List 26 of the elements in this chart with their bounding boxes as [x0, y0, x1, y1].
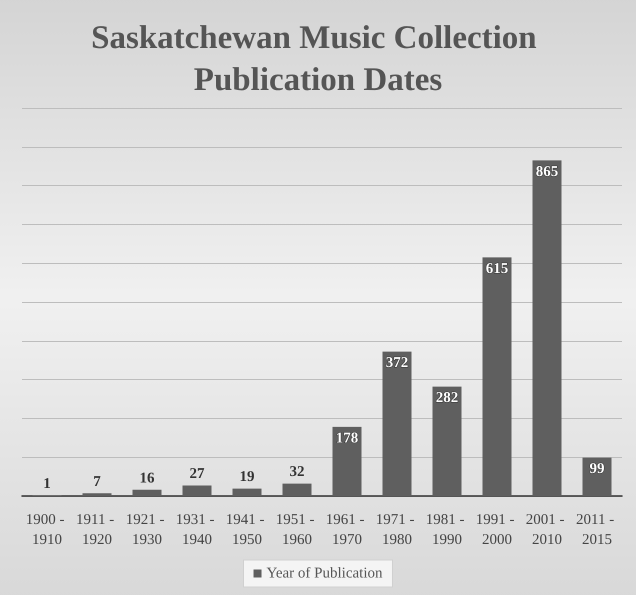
x-tick-label: 1981 - 1990 — [426, 512, 468, 548]
x-tick-label: 1941 - 1950 — [226, 512, 268, 548]
data-label: 16 — [140, 470, 155, 486]
x-tick-label: 1961 - 1970 — [326, 512, 368, 548]
data-label: 7 — [93, 474, 102, 490]
x-tick-label: 1971 - 1980 — [376, 512, 418, 548]
data-label: 865 — [536, 164, 558, 180]
x-tick-label: 1991 - 2000 — [476, 512, 518, 548]
data-label: 282 — [436, 390, 458, 406]
data-label: 27 — [190, 466, 205, 482]
data-label: 19 — [240, 469, 254, 486]
x-tick-label: 1911 - 1920 — [76, 512, 118, 548]
data-label: 32 — [290, 464, 304, 480]
data-label: 615 — [486, 260, 508, 277]
legend-label: Year of Publication — [266, 566, 383, 582]
data-label: 178 — [336, 430, 358, 446]
x-tick-label: 1931 - 1940 — [176, 512, 218, 548]
x-tick-label: 2001 - 2010 — [526, 512, 568, 548]
x-tick-label: 1921 - 1930 — [126, 512, 168, 548]
x-tick-label: 1951 - 1960 — [276, 512, 318, 548]
data-label: 1 — [43, 476, 51, 492]
data-label: 372 — [386, 355, 408, 372]
x-tick-label: 2011 - 2015 — [576, 512, 618, 548]
x-tick-label: 1900 - 1910 — [26, 512, 68, 548]
data-label: 99 — [590, 461, 604, 478]
chart-title: Saskatchewan Music Collection Publication Dates — [91, 20, 545, 98]
